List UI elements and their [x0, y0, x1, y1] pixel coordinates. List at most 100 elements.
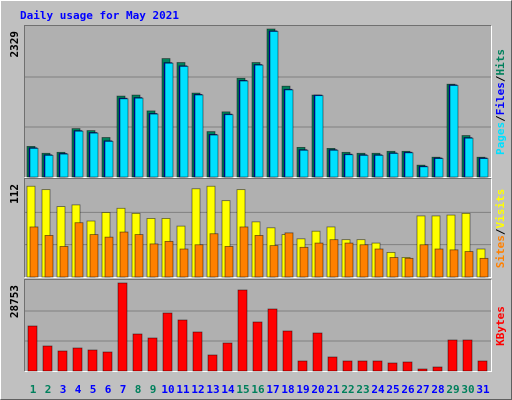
x-tick-label: 9: [150, 383, 157, 396]
x-tick-label: 30: [461, 383, 474, 396]
x-tick-label: 14: [221, 383, 235, 396]
bar: [434, 248, 444, 278]
legend-entry: Files: [494, 82, 507, 115]
bar: [299, 149, 309, 178]
bar: [134, 97, 144, 178]
bar: [194, 94, 204, 178]
bar: [57, 350, 68, 372]
bar: [449, 85, 459, 178]
legend-entry: Pages: [494, 122, 507, 155]
x-tick-label: 27: [416, 383, 429, 396]
bar: [104, 141, 114, 178]
bar: [359, 244, 369, 278]
bar: [74, 222, 84, 278]
bar: [282, 330, 293, 372]
legend-separator: /: [494, 115, 507, 122]
x-tick-label: 15: [236, 383, 249, 396]
x-tick-label: 19: [296, 383, 309, 396]
legend-separator: /: [494, 228, 507, 235]
bar: [192, 331, 203, 372]
bar: [89, 234, 99, 278]
bar: [447, 339, 458, 372]
bar: [402, 361, 413, 372]
bar: [327, 356, 338, 372]
x-tick-label: 21: [326, 383, 340, 396]
bar: [164, 62, 174, 178]
bar: [209, 233, 219, 278]
bar: [222, 342, 233, 372]
bar: [344, 154, 354, 178]
bar: [134, 234, 144, 278]
bar: [329, 149, 339, 178]
bar: [374, 248, 384, 278]
x-tick-label: 11: [176, 383, 190, 396]
bar: [104, 236, 114, 278]
bar: [147, 337, 158, 372]
bar: [312, 332, 323, 372]
bar: [29, 148, 39, 178]
panel-bevel: [24, 25, 492, 178]
bar: [449, 249, 459, 278]
legend-entry: KBytes: [494, 306, 507, 346]
chart-title: Daily usage for May 2021: [20, 9, 179, 22]
bar: [357, 360, 368, 372]
bar: [27, 325, 38, 372]
panel-bevel: [24, 279, 492, 372]
legend-entry: Hits: [494, 49, 507, 76]
x-tick-label: 1: [30, 383, 37, 396]
bar: [224, 246, 234, 278]
x-tick-label: 17: [266, 383, 279, 396]
bar: [344, 242, 354, 278]
x-tick-label: 3: [60, 383, 67, 396]
bar: [132, 333, 143, 372]
bar: [284, 89, 294, 178]
bar: [74, 130, 84, 178]
x-tick-label: 28: [431, 383, 444, 396]
bar: [237, 289, 248, 372]
bar: [417, 368, 428, 372]
x-tick-label: 22: [341, 383, 354, 396]
x-tick-label: 26: [401, 383, 415, 396]
x-tick-label: 6: [105, 383, 112, 396]
bar: [404, 152, 414, 178]
bar: [479, 158, 489, 178]
bar: [44, 235, 54, 278]
bar: [164, 240, 174, 278]
legend-separator: /: [494, 75, 507, 82]
bar: [372, 360, 383, 372]
bar: [329, 239, 339, 278]
bar: [464, 137, 474, 178]
bar: [119, 98, 129, 178]
bar: [89, 132, 99, 178]
legend: Pages/Files/Hits: [494, 49, 507, 155]
bar: [432, 366, 443, 372]
bar: [314, 242, 324, 278]
bar: [389, 257, 399, 278]
bar: [179, 66, 189, 178]
x-tick-label: 29: [446, 383, 459, 396]
x-tick-label: 10: [161, 383, 174, 396]
x-tick-label: 16: [251, 383, 265, 396]
bar: [462, 339, 473, 372]
legend: Sites/Visits: [494, 189, 507, 269]
bar: [59, 153, 69, 178]
bar: [389, 153, 399, 178]
panel-bevel: [24, 178, 492, 278]
bar: [404, 257, 414, 278]
bar: [194, 244, 204, 278]
bar: [387, 362, 398, 372]
x-tick-label: 20: [311, 383, 324, 396]
bar: [419, 244, 429, 278]
x-tick-label: 5: [90, 383, 97, 396]
bar: [72, 347, 83, 372]
bar: [177, 319, 188, 372]
bar: [434, 158, 444, 178]
bar: [314, 95, 324, 178]
bar: [267, 308, 278, 372]
x-tick-label: 2: [45, 383, 52, 396]
y-tick-label: 28753: [8, 285, 21, 318]
x-tick-label: 24: [371, 383, 385, 396]
bar: [297, 360, 308, 372]
bar: [254, 235, 264, 278]
